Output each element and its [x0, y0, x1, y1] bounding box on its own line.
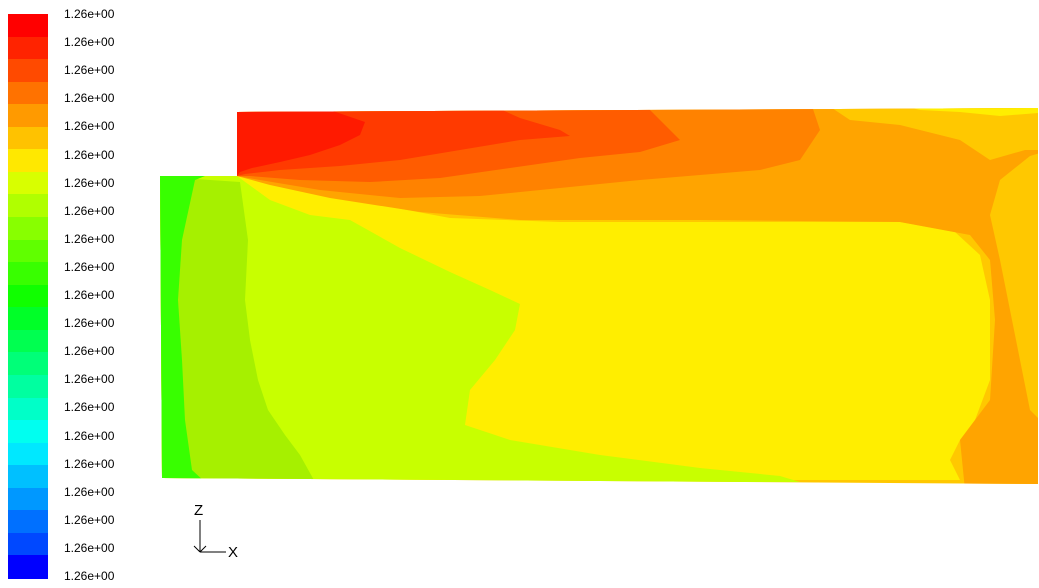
contour-bands — [150, 100, 1039, 500]
domain-step-mask — [150, 100, 237, 176]
axis-label-z: Z — [194, 502, 203, 519]
axis-triad: Z X — [186, 500, 256, 570]
axis-label-x: X — [228, 544, 238, 561]
